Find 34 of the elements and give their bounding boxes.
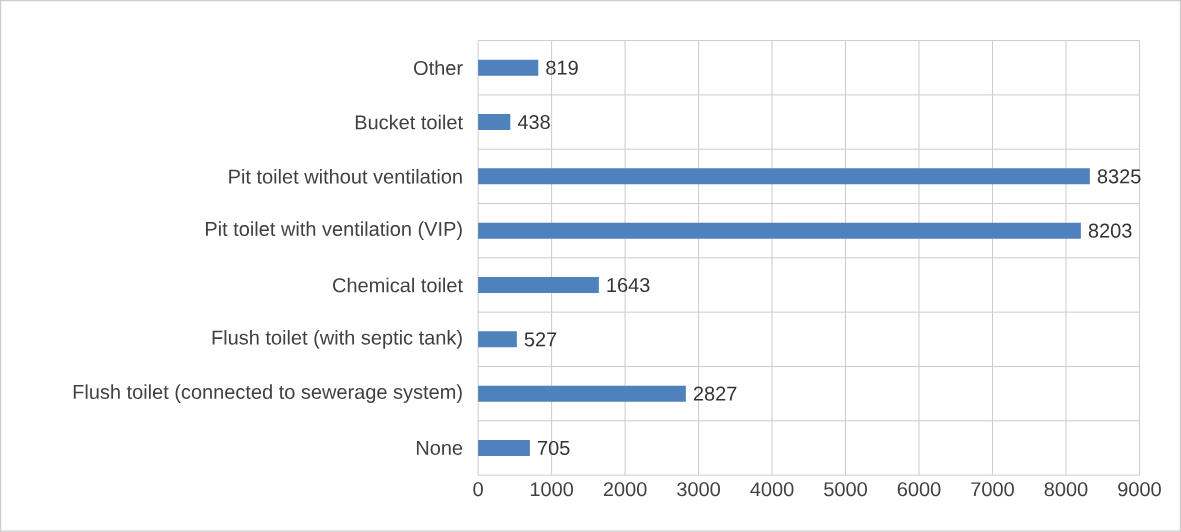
x-tick-label: 3000 [677, 482, 720, 497]
bar [478, 59, 539, 76]
y-tick-label: Chemical toilet [333, 277, 463, 293]
data-label: 2827 [693, 386, 737, 401]
bar [478, 222, 1081, 239]
bar [478, 385, 686, 402]
data-label: 819 [546, 60, 578, 75]
bar [478, 331, 517, 348]
y-tick-label: Flush toilet (connected to sewerage system) [73, 384, 462, 404]
y-tick-label: None [416, 441, 463, 456]
x-tick-label: 8000 [1044, 482, 1088, 497]
y-tick-label: Flush toilet (with septic tank) [212, 330, 462, 349]
y-tick-label: Pit toilet with ventilation (VIP) [205, 221, 462, 241]
x-tick-label: 9000 [1118, 482, 1161, 497]
data-label: 8203 [1088, 223, 1132, 238]
x-tick-label: 6000 [897, 482, 941, 497]
y-tick-label: Bucket toilet [355, 114, 463, 130]
x-tick-label: 0 [473, 482, 483, 497]
data-label: 1643 [607, 278, 650, 293]
x-tick-label: 2000 [603, 482, 647, 497]
data-label: 438 [517, 115, 550, 130]
bar [478, 168, 1090, 185]
data-label: 705 [538, 441, 570, 456]
x-tick-label: 5000 [824, 482, 867, 497]
data-label: 527 [524, 332, 557, 347]
bar [478, 277, 599, 294]
x-tick-label: 1000 [530, 482, 574, 497]
data-label: 8325 [1097, 169, 1141, 184]
y-tick-label: Pit toilet without ventilation [229, 169, 462, 184]
x-tick-label: 7000 [971, 482, 1014, 497]
y-tick-label: Other [414, 60, 463, 76]
bar [478, 114, 511, 131]
x-tick-label: 4000 [750, 482, 794, 497]
bar [478, 440, 530, 457]
